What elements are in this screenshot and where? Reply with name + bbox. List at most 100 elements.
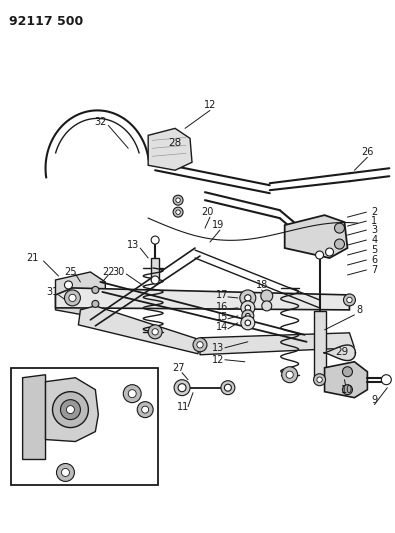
Text: 5: 5 bbox=[371, 245, 378, 255]
Text: 10: 10 bbox=[341, 385, 354, 394]
Text: 26: 26 bbox=[361, 147, 374, 157]
Circle shape bbox=[245, 295, 251, 301]
Circle shape bbox=[173, 195, 183, 205]
Circle shape bbox=[381, 375, 391, 385]
Text: 9: 9 bbox=[371, 394, 378, 405]
Text: 13: 13 bbox=[212, 343, 224, 353]
Text: 20: 20 bbox=[201, 207, 213, 217]
Circle shape bbox=[241, 301, 255, 315]
Circle shape bbox=[262, 301, 272, 311]
Circle shape bbox=[316, 376, 324, 384]
Circle shape bbox=[261, 290, 273, 302]
Circle shape bbox=[224, 384, 231, 391]
Text: 3: 3 bbox=[371, 225, 378, 235]
Circle shape bbox=[325, 248, 333, 256]
Text: 32: 32 bbox=[94, 117, 107, 127]
Text: 21: 21 bbox=[26, 253, 39, 263]
Text: 17: 17 bbox=[216, 290, 228, 300]
Circle shape bbox=[193, 338, 207, 352]
Text: 13: 13 bbox=[127, 240, 139, 250]
Circle shape bbox=[137, 402, 153, 417]
Circle shape bbox=[245, 320, 250, 326]
Text: 6: 6 bbox=[371, 255, 378, 265]
Circle shape bbox=[245, 313, 250, 318]
Text: 24: 24 bbox=[89, 459, 102, 470]
Polygon shape bbox=[56, 272, 105, 316]
Circle shape bbox=[342, 367, 352, 377]
Polygon shape bbox=[325, 362, 367, 398]
Circle shape bbox=[197, 342, 203, 348]
Text: 28: 28 bbox=[168, 139, 182, 148]
Circle shape bbox=[128, 390, 136, 398]
Polygon shape bbox=[285, 215, 348, 258]
Circle shape bbox=[174, 379, 190, 395]
Text: 19: 19 bbox=[212, 220, 224, 230]
Circle shape bbox=[62, 469, 70, 477]
Circle shape bbox=[240, 290, 256, 306]
Circle shape bbox=[335, 223, 344, 233]
Text: 1: 1 bbox=[371, 216, 378, 226]
Circle shape bbox=[316, 251, 324, 259]
Circle shape bbox=[344, 294, 356, 306]
Circle shape bbox=[286, 371, 293, 378]
Circle shape bbox=[56, 464, 74, 481]
Circle shape bbox=[178, 384, 186, 392]
Text: 30: 30 bbox=[112, 267, 124, 277]
Polygon shape bbox=[151, 258, 159, 280]
Polygon shape bbox=[324, 345, 356, 360]
Circle shape bbox=[53, 392, 88, 427]
Circle shape bbox=[66, 406, 74, 414]
Circle shape bbox=[151, 236, 159, 244]
Circle shape bbox=[64, 281, 72, 289]
Text: 2: 2 bbox=[371, 207, 378, 217]
Text: 8: 8 bbox=[356, 305, 363, 315]
Circle shape bbox=[241, 316, 255, 330]
Circle shape bbox=[176, 210, 180, 214]
Circle shape bbox=[123, 385, 141, 402]
Circle shape bbox=[152, 329, 158, 335]
Text: 25: 25 bbox=[64, 267, 77, 277]
Text: 31: 31 bbox=[46, 287, 58, 297]
Text: 4: 4 bbox=[371, 235, 378, 245]
Polygon shape bbox=[200, 333, 354, 355]
Text: 12: 12 bbox=[204, 100, 216, 110]
Circle shape bbox=[245, 305, 250, 311]
Circle shape bbox=[314, 374, 325, 386]
Circle shape bbox=[92, 301, 99, 308]
Text: 16: 16 bbox=[216, 302, 228, 312]
Polygon shape bbox=[79, 306, 200, 354]
Circle shape bbox=[242, 310, 254, 322]
Polygon shape bbox=[45, 378, 98, 441]
Circle shape bbox=[148, 325, 162, 339]
Circle shape bbox=[347, 297, 352, 303]
Circle shape bbox=[342, 385, 352, 394]
Text: 14: 14 bbox=[216, 322, 228, 332]
Text: 7: 7 bbox=[371, 265, 378, 275]
Circle shape bbox=[221, 381, 235, 394]
Circle shape bbox=[69, 294, 76, 302]
Text: 27: 27 bbox=[24, 477, 37, 487]
Text: 18: 18 bbox=[256, 280, 268, 290]
Circle shape bbox=[151, 276, 159, 284]
Polygon shape bbox=[23, 375, 45, 459]
Text: 22: 22 bbox=[102, 267, 115, 277]
Polygon shape bbox=[148, 128, 192, 170]
Text: 92117 500: 92117 500 bbox=[9, 15, 83, 28]
Text: 11: 11 bbox=[177, 402, 189, 411]
Text: 15: 15 bbox=[216, 312, 228, 322]
Circle shape bbox=[335, 239, 344, 249]
Circle shape bbox=[92, 286, 99, 294]
Text: 23: 23 bbox=[129, 377, 141, 387]
Circle shape bbox=[173, 207, 183, 217]
Text: 12: 12 bbox=[212, 355, 224, 365]
Polygon shape bbox=[314, 311, 325, 379]
Circle shape bbox=[60, 400, 81, 419]
Circle shape bbox=[317, 377, 322, 382]
Circle shape bbox=[176, 198, 180, 203]
Circle shape bbox=[282, 367, 298, 383]
Circle shape bbox=[64, 290, 81, 306]
Text: 27: 27 bbox=[172, 363, 184, 373]
Polygon shape bbox=[56, 288, 350, 310]
Text: 7: 7 bbox=[135, 394, 141, 405]
Circle shape bbox=[142, 406, 149, 413]
